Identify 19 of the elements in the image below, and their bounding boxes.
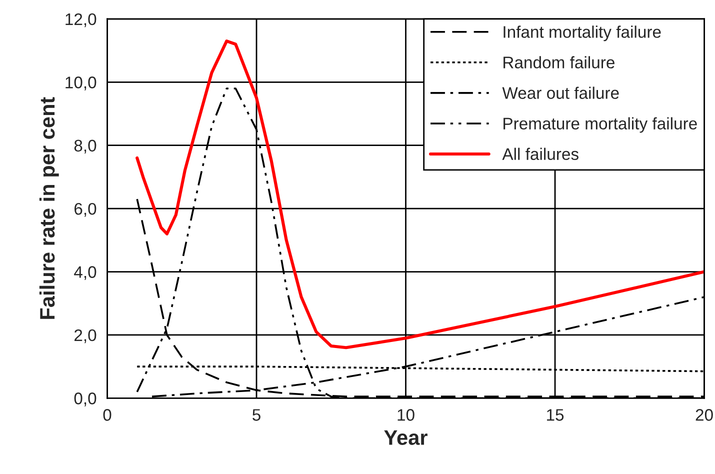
x-tick-label: 15	[547, 409, 564, 421]
legend-label: All failures	[502, 148, 578, 160]
y-tick-label: 10,0	[66, 76, 96, 90]
x-tick-label: 0	[103, 409, 112, 421]
x-axis-title: Year	[384, 430, 428, 445]
y-tick-label: 8,0	[74, 140, 96, 154]
legend-label: Random failure	[504, 56, 614, 68]
y-axis-title: Failure rate in per cent	[39, 97, 59, 319]
y-tick-label: 12,0	[66, 13, 96, 28]
x-tick-label: 10	[398, 409, 414, 421]
x-tick-label: 5	[252, 409, 260, 421]
y-tick-label: 4,0	[74, 266, 96, 280]
x-tick-label: 20	[696, 409, 713, 421]
legend-label: Premature mortality failure	[504, 117, 697, 133]
legend-label: Wear out failure	[502, 86, 619, 99]
y-tick-label: 0,0	[74, 392, 96, 406]
y-tick-label: 6,0	[74, 202, 96, 217]
legend-label: Infant mortality failure	[504, 26, 661, 42]
y-tick-label: 2,0	[74, 329, 96, 344]
